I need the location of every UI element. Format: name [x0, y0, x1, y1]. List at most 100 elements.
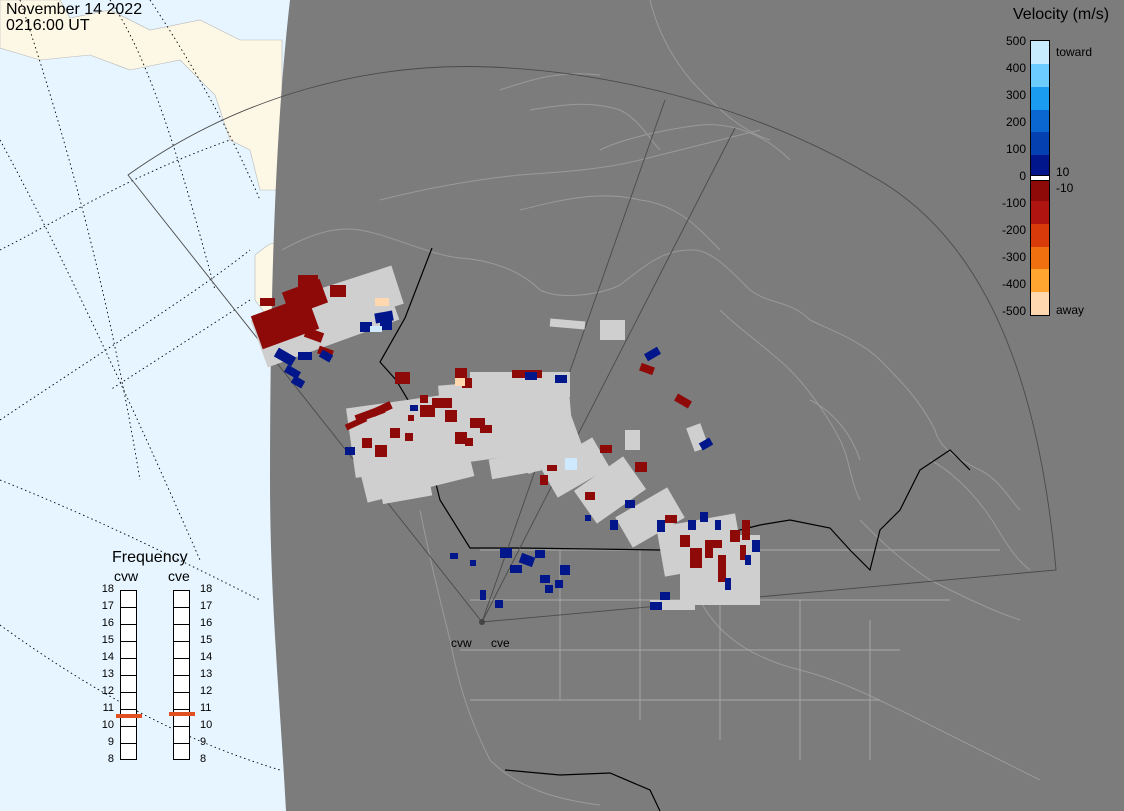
frequency-gridline — [174, 692, 189, 693]
velocity-cell — [318, 349, 334, 363]
velocity-cell — [715, 520, 721, 530]
velocity-cell — [745, 555, 751, 565]
velocity-cell — [450, 553, 458, 559]
velocity-cell — [725, 578, 731, 590]
velocity-cell — [547, 465, 557, 471]
velocity-cells — [250, 265, 760, 610]
velocity-cell — [488, 450, 542, 480]
velocity-cell — [700, 512, 708, 522]
frequency-scale-right: 10 — [200, 719, 213, 731]
colorbar-tick-label: -100 — [1001, 196, 1026, 210]
velocity-cell — [752, 540, 760, 552]
grid-lines — [0, 0, 281, 771]
colorbar-tick-label: -500 — [1001, 304, 1026, 318]
colorbar-threshold-neg: -10 — [1056, 181, 1074, 195]
colorbar-segment — [1031, 178, 1049, 202]
velocity-cell — [742, 520, 750, 540]
colorbar-tick-label: 0 — [1019, 169, 1026, 183]
velocity-cell — [585, 515, 591, 521]
velocity-cell — [690, 548, 702, 568]
velocity-cell — [345, 447, 355, 455]
colorbar-segment — [1031, 41, 1049, 65]
frequency-gridline — [174, 675, 189, 676]
velocity-cell — [585, 492, 595, 500]
velocity-cell — [362, 438, 372, 448]
velocity-cell — [540, 575, 550, 583]
velocity-cell — [650, 600, 695, 610]
frequency-gridline — [121, 658, 136, 659]
velocity-cell — [371, 401, 393, 417]
frequency-scale-right: 8 — [200, 753, 207, 765]
frequency-scale-right: 9 — [200, 736, 207, 748]
colorbar-segment — [1031, 132, 1049, 156]
velocity-cell — [545, 585, 553, 593]
frequency-scale-left: 10 — [101, 719, 114, 731]
radar-site-marker — [479, 619, 485, 625]
colorbar-tick-label: 300 — [1005, 88, 1026, 102]
colorbar-segment — [1031, 223, 1049, 247]
coastlines — [281, 0, 1041, 806]
velocity-cell — [273, 347, 297, 367]
frequency-scale-right: 14 — [200, 651, 213, 663]
frequency-bar-cve — [173, 590, 190, 760]
velocity-cell — [284, 364, 301, 380]
velocity-cell — [455, 432, 467, 444]
velocity-cell — [390, 428, 400, 438]
frequency-scale-left: 17 — [101, 600, 114, 612]
velocity-cell — [370, 326, 382, 332]
velocity-cell — [625, 430, 640, 450]
velocity-cell — [718, 570, 726, 582]
frequency-scale-left: 15 — [101, 634, 114, 646]
colorbar-tick-label: -400 — [1001, 277, 1026, 291]
velocity-cell — [420, 395, 428, 403]
velocity-cell — [405, 433, 413, 441]
velocity-cell — [555, 375, 567, 383]
frequency-scale-left: 13 — [101, 668, 114, 680]
velocity-cell — [600, 320, 625, 340]
site-label-cve: cve — [491, 636, 510, 650]
velocity-cell — [260, 298, 275, 306]
frequency-gridline — [121, 624, 136, 625]
velocity-cell — [718, 555, 726, 575]
colorbar-tick-label: 100 — [1005, 142, 1026, 156]
frequency-scale-right: 11 — [200, 702, 212, 714]
frequency-gridline — [121, 709, 136, 710]
velocity-cell — [665, 515, 677, 523]
frequency-scale-right: 15 — [200, 634, 213, 646]
colorbar-segment — [1031, 200, 1049, 225]
land-day-region — [0, 0, 283, 191]
velocity-cell — [290, 375, 306, 389]
frequency-gridline — [174, 624, 189, 625]
colorbar-away-label: away — [1056, 303, 1085, 317]
velocity-cell — [712, 540, 722, 548]
velocity-cell — [455, 378, 465, 386]
velocity-cell — [730, 530, 740, 542]
velocity-cell — [360, 322, 372, 332]
colorbar-segment — [1031, 292, 1049, 315]
colorbar-segment — [1031, 109, 1049, 133]
velocity-cell — [680, 535, 690, 547]
frequency-bar-cvw — [120, 590, 137, 760]
date-label: November 14 2022 — [6, 1, 143, 18]
frequency-scale-left: 9 — [107, 736, 114, 748]
colorbar-segment — [1031, 269, 1049, 293]
velocity-cell — [525, 372, 537, 380]
colorbar-tick-label: 200 — [1005, 115, 1026, 129]
velocity-cell — [565, 458, 577, 470]
velocity-cell — [480, 425, 492, 433]
frequency-gridline — [174, 743, 189, 744]
frequency-gridline — [174, 641, 189, 642]
colorbar-title: Velocity (m/s) — [1013, 6, 1110, 23]
colorbar-zero-band — [1031, 175, 1049, 181]
velocity-cell — [432, 398, 452, 408]
velocity-cell — [470, 560, 476, 566]
velocity-cell — [495, 600, 503, 608]
frequency-marker-cvw — [116, 713, 142, 718]
velocity-cell — [303, 327, 325, 343]
velocity-cell — [330, 285, 346, 297]
frequency-scale-left: 18 — [101, 583, 114, 595]
frequency-scale-right: 17 — [200, 600, 213, 612]
frequency-gridline — [121, 692, 136, 693]
velocity-cell — [510, 565, 522, 573]
frequency-gridline — [121, 726, 136, 727]
